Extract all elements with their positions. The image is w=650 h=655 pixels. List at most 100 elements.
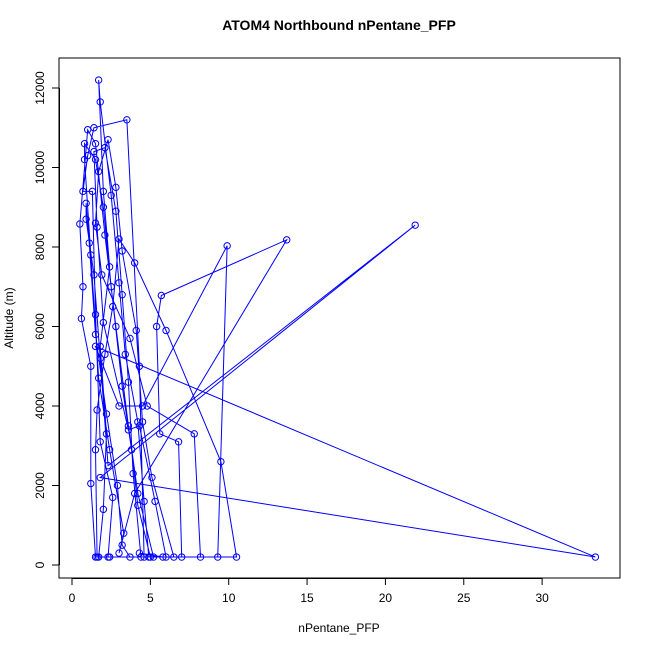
point: [130, 259, 139, 267]
point: [157, 291, 166, 300]
point: [104, 461, 112, 470]
point: [120, 529, 128, 537]
point: [149, 553, 158, 561]
point: [105, 446, 114, 454]
point: [101, 143, 109, 152]
point: [174, 438, 183, 446]
point: [80, 155, 89, 164]
point: [411, 221, 419, 229]
point: [109, 493, 117, 502]
point: [126, 334, 134, 343]
point: [79, 187, 87, 196]
point: [101, 350, 109, 359]
point: [130, 489, 139, 498]
point: [232, 553, 241, 561]
point: [99, 505, 108, 514]
point: [101, 231, 109, 239]
x-tick-label: 0: [69, 591, 76, 605]
x-axis-label: nPentane_PFP: [298, 621, 379, 635]
point: [134, 418, 142, 426]
point: [124, 378, 133, 386]
x-tick-label: 20: [379, 591, 393, 605]
point: [135, 362, 144, 370]
point: [87, 362, 95, 370]
point: [177, 553, 186, 561]
point: [107, 191, 115, 200]
chart-title: ATOM4 Northbound nPentane_PFP: [222, 17, 456, 33]
point: [112, 207, 120, 215]
point: [282, 236, 291, 244]
point: [115, 549, 123, 557]
point: [91, 342, 100, 351]
point: [123, 116, 131, 124]
point: [96, 473, 104, 482]
point: [124, 422, 133, 430]
point: [143, 402, 151, 410]
point: [93, 406, 101, 414]
point: [152, 322, 161, 331]
point: [223, 242, 231, 250]
point: [162, 553, 170, 561]
x-tick-label: 5: [147, 591, 154, 605]
point: [217, 457, 225, 466]
point: [105, 553, 114, 561]
point: [104, 135, 112, 144]
point: [140, 497, 148, 506]
point: [94, 167, 103, 176]
point: [82, 199, 90, 207]
point: [138, 418, 147, 426]
y-tick-label: 12000: [33, 71, 47, 105]
y-tick-label: 0: [33, 561, 47, 568]
point: [127, 446, 136, 454]
point: [96, 438, 104, 446]
point: [80, 139, 89, 148]
point: [151, 497, 159, 506]
point: [135, 549, 144, 557]
series-line: [79, 80, 596, 558]
y-tick-label: 8000: [33, 233, 47, 260]
point: [118, 291, 126, 299]
point: [98, 271, 106, 279]
point: [96, 98, 104, 106]
point: [99, 203, 108, 211]
point: [79, 283, 87, 291]
point: [109, 302, 117, 311]
x-tick-label: 10: [222, 591, 236, 605]
point: [121, 350, 129, 359]
point: [115, 279, 123, 287]
point: [115, 235, 123, 243]
point: [115, 402, 123, 410]
point: [146, 553, 155, 561]
point: [91, 446, 100, 454]
point: [96, 342, 104, 351]
point: [129, 469, 137, 478]
y-tick-label: 4000: [33, 392, 47, 419]
point: [99, 187, 108, 196]
point: [112, 322, 120, 331]
point: [134, 489, 142, 498]
point: [137, 553, 145, 561]
point: [591, 553, 600, 561]
point: [85, 239, 93, 247]
point: [93, 553, 101, 561]
point: [190, 430, 198, 438]
point: [76, 220, 84, 228]
point: [112, 183, 120, 192]
point: [159, 553, 167, 561]
point: [156, 430, 164, 438]
x-tick-label: 15: [300, 591, 314, 605]
point: [90, 124, 98, 132]
point: [126, 553, 134, 561]
point: [113, 481, 122, 490]
point: [132, 326, 140, 335]
point: [170, 553, 178, 561]
y-tick-label: 10000: [33, 151, 47, 185]
point: [162, 326, 170, 335]
x-tick-label: 30: [535, 591, 549, 605]
point: [124, 426, 133, 434]
point: [93, 223, 101, 231]
point: [105, 263, 114, 271]
y-tick-label: 6000: [33, 313, 47, 340]
point: [87, 251, 95, 259]
